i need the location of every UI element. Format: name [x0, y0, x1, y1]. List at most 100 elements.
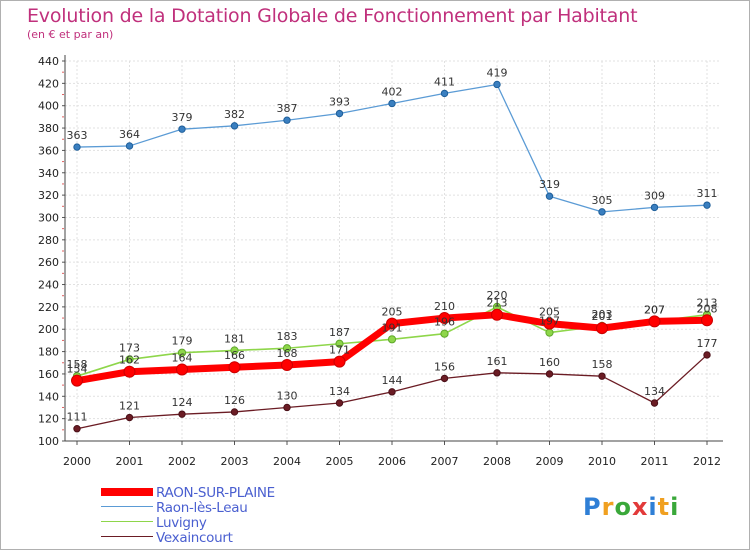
data-label-raon-les-leau: 387	[277, 102, 298, 115]
data-label-raon-les-leau: 379	[172, 111, 193, 124]
data-label-luvigny: 197	[539, 315, 560, 328]
data-label-vexaincourt: 134	[644, 385, 665, 398]
y-tick-label: 220	[38, 301, 59, 314]
data-point-luvigny	[177, 348, 187, 357]
legend-swatch	[101, 536, 153, 537]
data-point-raon-sur-plaine	[333, 355, 346, 368]
data-label-luvigny: 213	[697, 297, 718, 310]
data-label-vexaincourt: 156	[434, 360, 455, 373]
data-point-raon-les-leau	[283, 116, 291, 124]
legend-item-vexaincourt: Vexaincourt	[101, 530, 401, 547]
x-tick-label: 2008	[483, 455, 511, 468]
data-label-vexaincourt: 144	[382, 374, 403, 387]
y-tick-label: 260	[38, 256, 59, 269]
data-label-raon-sur-plaine: 205	[382, 306, 403, 319]
data-label-luvigny: 187	[329, 326, 350, 339]
logo-letter: i	[648, 493, 658, 521]
x-tick-label: 2009	[536, 455, 564, 468]
data-label-raon-sur-plaine: 171	[329, 344, 350, 357]
y-tick-label: 200	[38, 323, 59, 336]
y-tick-label: 240	[38, 279, 59, 292]
legend-item-luvigny: Luvigny	[101, 515, 401, 532]
data-point-vexaincourt	[125, 413, 134, 422]
x-tick-label: 2007	[431, 455, 459, 468]
x-tick-label: 2012	[693, 455, 721, 468]
data-label-luvigny: 183	[277, 330, 298, 343]
data-point-vexaincourt	[545, 370, 554, 378]
legend-label: Raon-lès-Leau	[156, 500, 248, 516]
data-point-vexaincourt	[440, 374, 449, 383]
data-point-luvigny	[282, 344, 292, 353]
data-label-raon-sur-plaine: 208	[697, 302, 718, 315]
data-point-raon-sur-plaine	[596, 322, 608, 335]
data-point-raon-les-leau	[440, 89, 449, 98]
data-point-vexaincourt	[598, 372, 606, 380]
y-tick-label: 120	[38, 413, 59, 426]
data-label-raon-sur-plaine: 201	[592, 310, 613, 323]
chart-subtitle: (en € et par an)	[27, 28, 114, 41]
data-label-raon-sur-plaine: 210	[434, 300, 455, 313]
data-label-vexaincourt: 111	[67, 411, 88, 424]
legend-label: RAON-SUR-PLAINE	[156, 485, 275, 501]
data-point-raon-sur-plaine	[701, 314, 713, 327]
data-label-vexaincourt: 177	[697, 337, 718, 350]
axes: 100 120 140 160 180 200 220 240 260 280 300 320 340 3…	[38, 55, 723, 468]
data-point-raon-sur-plaine	[386, 317, 398, 330]
legend: RAON-SUR-PLAINE Raon-lès-Leau Luvigny Ve…	[101, 485, 401, 547]
data-point-raon-les-leau	[703, 201, 711, 209]
data-point-raon-les-leau	[388, 99, 396, 108]
data-point-raon-les-leau	[545, 192, 554, 200]
data-label-raon-les-leau: 419	[487, 66, 508, 79]
x-tick-label: 2005	[326, 455, 354, 468]
data-point-raon-sur-plaine	[123, 365, 136, 378]
y-tick-label: 320	[38, 189, 59, 202]
data-point-vexaincourt	[335, 399, 344, 407]
data-label-raon-les-leau: 402	[382, 85, 403, 98]
data-label-luvigny: 191	[382, 321, 403, 334]
x-tick-label: 2002	[168, 455, 196, 468]
data-label-vexaincourt: 160	[539, 356, 560, 369]
data-point-raon-sur-plaine	[438, 312, 451, 325]
data-point-raon-sur-plaine	[281, 359, 293, 371]
data-label-raon-les-leau: 309	[644, 189, 665, 202]
x-tick-label: 2003	[221, 455, 249, 468]
x-tick-label: 2011	[641, 455, 669, 468]
data-label-raon-sur-plaine: 213	[487, 297, 508, 310]
data-label-raon-sur-plaine: 154	[67, 363, 88, 376]
data-label-raon-les-leau: 393	[329, 96, 350, 109]
data-point-luvigny	[335, 339, 344, 348]
y-tick-label: 380	[38, 122, 59, 135]
logo-letter: r	[601, 493, 615, 521]
data-point-vexaincourt	[493, 369, 501, 377]
y-tick-label: 360	[38, 144, 59, 157]
y-tick-label: 440	[38, 55, 59, 68]
data-point-raon-les-leau	[230, 122, 239, 130]
legend-swatch	[101, 488, 153, 496]
data-label-raon-sur-plaine: 168	[277, 347, 298, 360]
data-label-raon-sur-plaine: 164	[172, 351, 193, 364]
data-point-vexaincourt	[388, 388, 396, 396]
data-label-luvigny: 207	[644, 303, 665, 316]
data-label-luvigny: 220	[487, 289, 508, 302]
data-label-luvigny: 196	[434, 316, 455, 329]
legend-item-raon-les-leau: Raon-lès-Leau	[101, 500, 401, 517]
x-tick-label: 2010	[588, 455, 616, 468]
data-point-raon-les-leau	[73, 143, 81, 151]
y-tick-label: 400	[38, 100, 59, 113]
data-point-raon-les-leau	[598, 208, 606, 216]
data-point-raon-sur-plaine	[176, 363, 188, 376]
x-tick-label: 2000	[63, 455, 91, 468]
data-label-luvigny: 203	[592, 308, 613, 321]
data-point-luvigny	[387, 335, 397, 344]
data-point-raon-sur-plaine	[543, 317, 556, 330]
data-label-raon-les-leau: 382	[224, 108, 245, 121]
data-label-luvigny: 173	[119, 341, 140, 354]
y-tick-label: 300	[38, 211, 59, 224]
data-point-raon-les-leau	[125, 142, 134, 150]
y-tick-label: 140	[38, 390, 59, 403]
data-label-vexaincourt: 130	[277, 389, 298, 402]
data-point-vexaincourt	[73, 425, 81, 433]
data-point-raon-les-leau	[335, 109, 344, 118]
data-label-raon-les-leau: 364	[119, 128, 140, 141]
